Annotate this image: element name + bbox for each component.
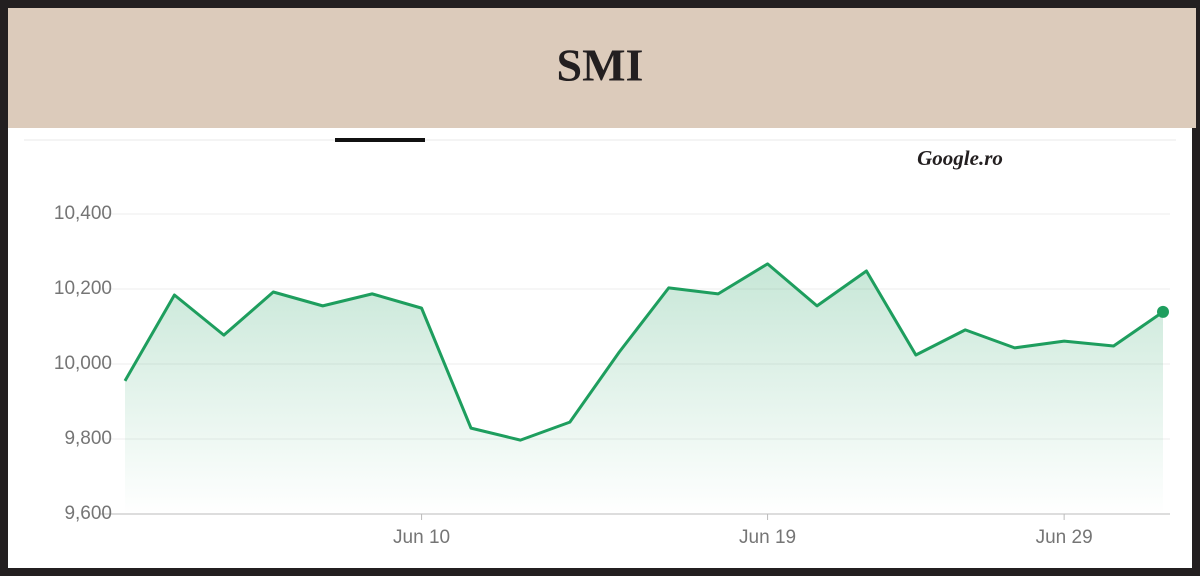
last-point	[1157, 305, 1169, 318]
y-tick-label: 9,800	[64, 428, 112, 449]
tab-indicator	[335, 138, 425, 142]
x-tick-label: Jun 29	[1036, 527, 1093, 548]
y-tick-label: 10,000	[54, 353, 112, 374]
y-tick-label: 10,400	[54, 203, 112, 224]
title: SMI	[557, 40, 644, 91]
x-tick-label: Jun 10	[393, 527, 450, 548]
y-tick-label: 9,600	[64, 503, 112, 524]
y-tick-label: 10,200	[54, 278, 112, 299]
x-tick-label: Jun 19	[739, 527, 796, 548]
plot: 9,600 9,800 10,000 10,200 10,400 Jun 10 Jun 19…	[54, 203, 1170, 548]
source: Google.ro	[917, 146, 1003, 170]
line	[123, 262, 1164, 442]
area	[125, 263, 1163, 514]
header-band	[8, 8, 1196, 128]
